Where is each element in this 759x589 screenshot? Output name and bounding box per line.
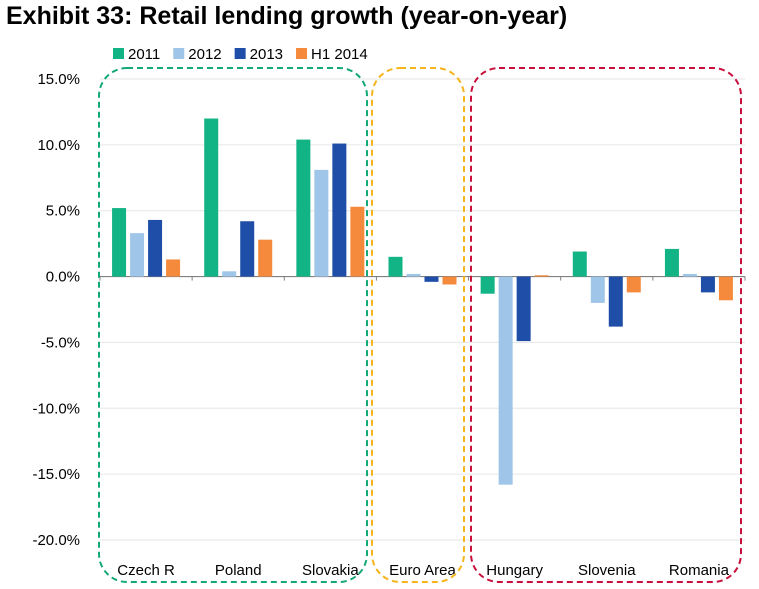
y-tick-label: 15.0%	[37, 71, 80, 88]
bar	[534, 275, 549, 277]
bar	[332, 143, 347, 277]
bar	[442, 276, 457, 285]
y-tick-label: -5.0%	[41, 334, 80, 351]
legend-label: H1 2014	[311, 46, 368, 63]
bar	[664, 248, 679, 277]
x-tick-label: Slovakia	[302, 562, 359, 579]
bar	[148, 219, 163, 277]
bar	[222, 271, 237, 277]
bar	[258, 239, 273, 277]
bar	[350, 206, 365, 277]
bar	[700, 276, 715, 293]
bar	[388, 256, 403, 277]
x-tick-label: Euro Area	[389, 562, 456, 579]
bar	[590, 276, 605, 303]
chart-title: Exhibit 33: Retail lending growth (year-…	[6, 2, 568, 30]
bar	[406, 273, 421, 277]
legend-label: 2012	[188, 46, 221, 63]
bar	[718, 276, 733, 301]
y-tick-label: -10.0%	[32, 400, 80, 417]
group-outline-euro-area	[371, 67, 465, 583]
bar	[516, 276, 531, 342]
x-tick-label: Hungary	[486, 562, 543, 579]
y-tick-label: -20.0%	[32, 532, 80, 549]
legend-swatch	[173, 48, 185, 59]
x-tick-label: Poland	[215, 562, 262, 579]
bar	[314, 169, 329, 277]
y-tick-label: 5.0%	[46, 203, 80, 220]
y-tick-label: 0.0%	[46, 269, 80, 286]
x-tick-label: Czech R	[117, 562, 175, 579]
bar	[626, 276, 641, 293]
legend-label: 2013	[250, 46, 283, 63]
legend-swatch	[113, 48, 124, 59]
legend-label: 2011	[128, 46, 160, 63]
bar	[296, 139, 311, 277]
bar	[480, 276, 495, 294]
x-tick-label: Romania	[669, 562, 730, 579]
bar	[498, 276, 513, 485]
bar	[240, 221, 255, 277]
x-tick-label: Slovenia	[578, 562, 636, 579]
y-tick-label: 10.0%	[37, 137, 80, 154]
legend-swatch	[296, 48, 308, 59]
bar	[682, 273, 697, 277]
bar	[608, 276, 623, 327]
bar	[112, 208, 127, 277]
group-outline-cee	[98, 67, 368, 583]
bar	[424, 276, 439, 282]
bar	[166, 259, 181, 277]
bar	[204, 118, 219, 277]
legend-swatch	[234, 48, 246, 59]
bar	[130, 233, 145, 277]
y-tick-label: -15.0%	[32, 466, 80, 483]
bar	[572, 251, 587, 277]
